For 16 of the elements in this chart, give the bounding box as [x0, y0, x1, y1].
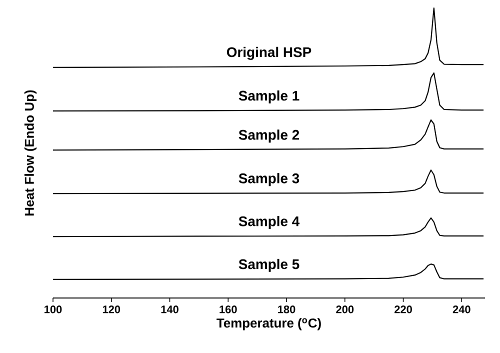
- x-tick-label: 160: [220, 306, 237, 314]
- y-axis-title: Heat Flow (Endo Up): [24, 90, 37, 216]
- x-tick-label: 120: [102, 306, 120, 314]
- series-label: Sample 1: [238, 90, 300, 104]
- x-tick-label: 220: [394, 306, 412, 314]
- series-label: Original HSP: [226, 46, 312, 60]
- series-label: Sample 5: [238, 258, 300, 272]
- series-label: Sample 2: [238, 130, 300, 143]
- x-tick-label: 140: [161, 306, 178, 314]
- x-tick-label: 180: [278, 306, 296, 314]
- x-tick-label: 200: [336, 306, 354, 314]
- x-axis-title: Temperature ($^{o}$C): [216, 318, 321, 330]
- series-label: Sample 3: [238, 173, 300, 186]
- series-label: Sample 4: [238, 216, 300, 229]
- x-tick-label: 240: [452, 306, 470, 314]
- x-tick-label: 100: [44, 306, 62, 314]
